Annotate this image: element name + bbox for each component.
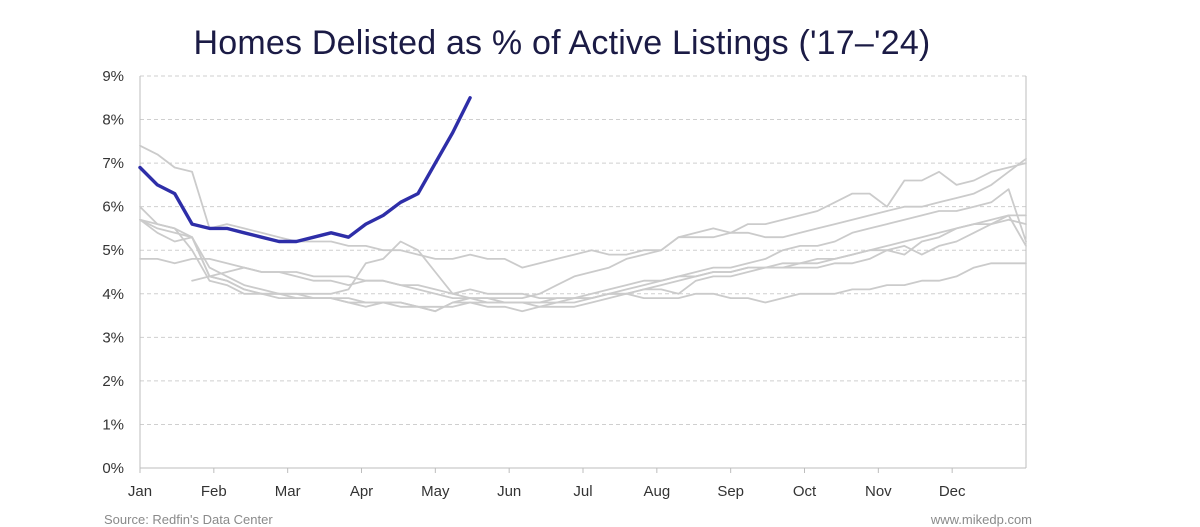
x-tick-label: Oct (793, 483, 817, 500)
x-tick-labels: Jan Feb Mar Apr May Jun Jul Aug Sep Oct Nov Dec (128, 483, 966, 500)
series-line-highlight (138, 96, 472, 244)
series-line (139, 188, 1027, 304)
x-tick-label: Apr (350, 483, 373, 500)
y-tick-label: 3% (102, 329, 124, 346)
series-line (139, 218, 1027, 313)
y-tick-label: 6% (102, 199, 124, 216)
chart-title: Homes Delisted as % of Active Listings (… (193, 24, 931, 62)
source-note: Source: Redfin's Data Center (104, 512, 273, 527)
x-tick-label: May (421, 483, 450, 500)
series-line (139, 144, 1027, 269)
y-tick-label: 7% (102, 155, 124, 172)
y-tick-label: 8% (102, 112, 124, 129)
y-tick-label: 0% (102, 460, 124, 477)
series-line (139, 205, 1027, 308)
x-tick-label: Jul (573, 483, 592, 500)
series-lines (138, 96, 1027, 313)
x-tick-label: Mar (275, 483, 301, 500)
x-tick-label: Feb (201, 483, 227, 500)
x-tick-label: Nov (865, 483, 892, 500)
y-tick-label: 9% (102, 68, 124, 85)
x-tick-label: Aug (643, 483, 670, 500)
x-tick-label: Jan (128, 483, 152, 500)
y-tick-label: 4% (102, 286, 124, 303)
y-tick-label: 5% (102, 242, 124, 259)
y-tick-labels: 0% 1% 2% 3% 4% 5% 6% 7% 8% 9% (102, 68, 124, 477)
x-tick-label: Dec (939, 483, 966, 500)
x-tick-label: Jun (497, 483, 521, 500)
gridlines (140, 75, 1026, 425)
x-tick-label: Sep (717, 483, 744, 500)
y-tick-label: 2% (102, 373, 124, 390)
credit-note: www.mikedp.com (930, 512, 1032, 527)
axes (139, 76, 1027, 473)
series-line (191, 162, 1027, 299)
y-tick-label: 1% (102, 416, 124, 433)
